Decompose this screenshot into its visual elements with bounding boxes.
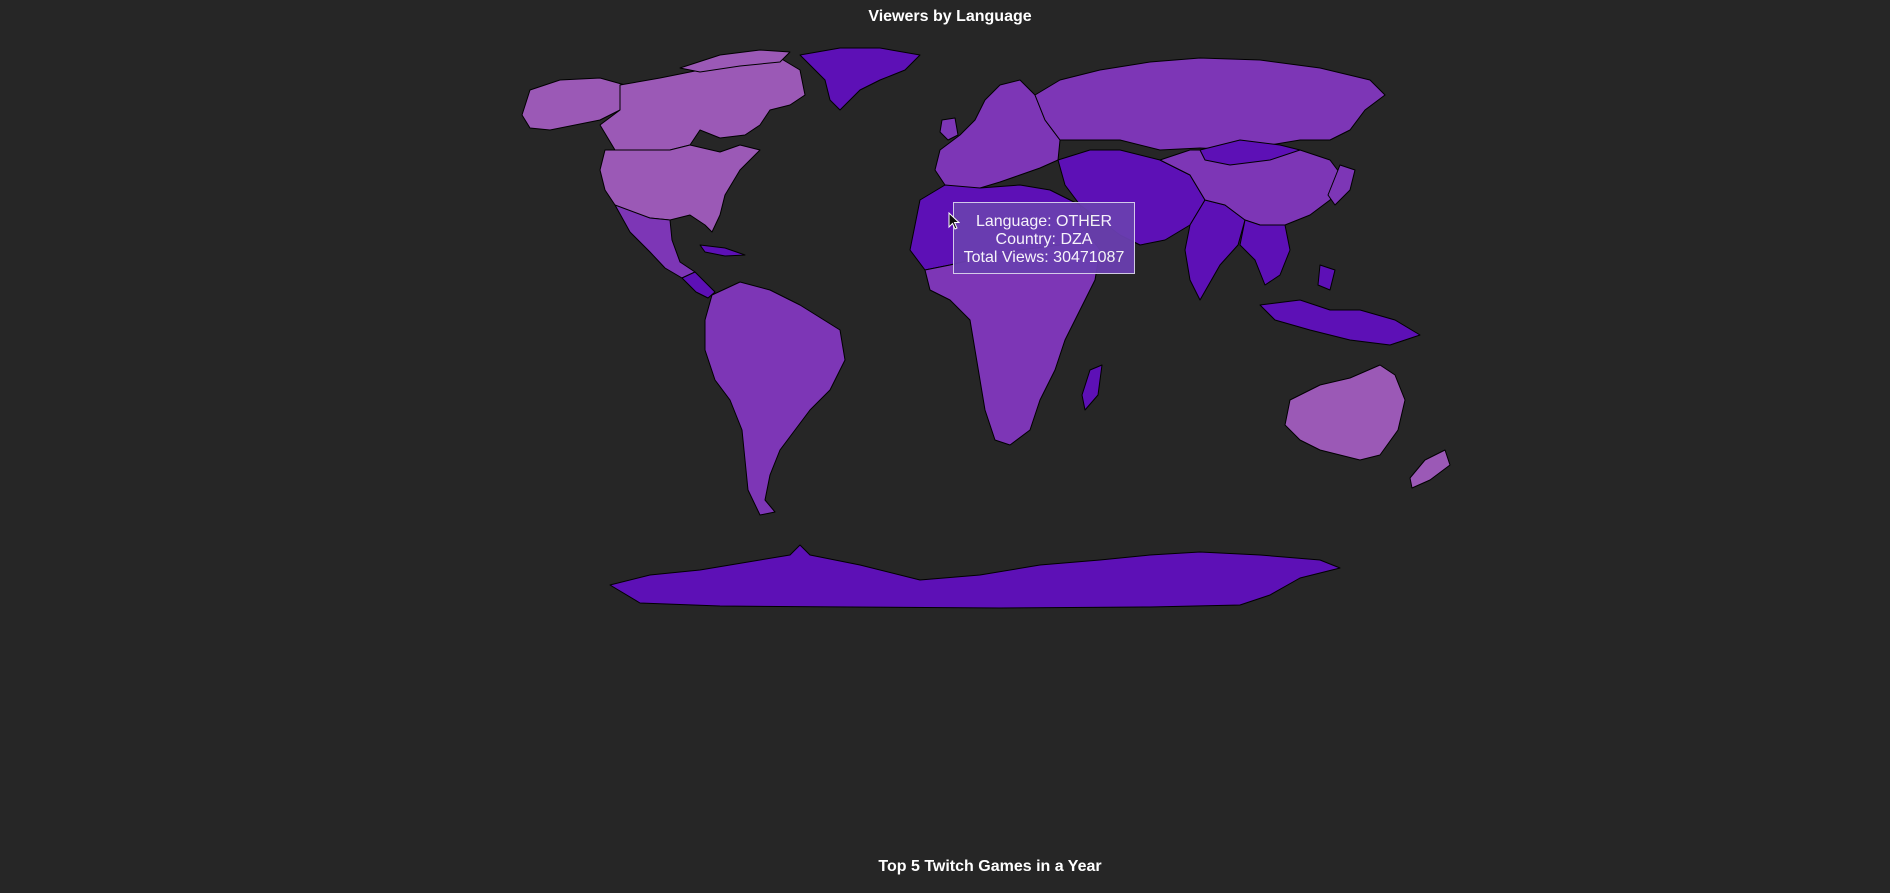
- region-south-america[interactable]: [704, 281, 846, 516]
- region-mongolia[interactable]: [1199, 139, 1301, 166]
- map-title: Viewers by Language: [868, 8, 1032, 25]
- region-indonesia[interactable]: [1259, 299, 1421, 346]
- region-arctic-islands[interactable]: [679, 49, 791, 73]
- region-madagascar[interactable]: [1081, 364, 1103, 411]
- tooltip-views: Total Views: 30471087: [963, 249, 1125, 266]
- tooltip-language: Language: OTHER: [975, 213, 1113, 230]
- map-tooltip: Language: OTHER Country: DZA Total Views…: [953, 202, 1135, 274]
- region-japan[interactable]: [1327, 164, 1356, 206]
- region-southeast-asia[interactable]: [1239, 219, 1291, 286]
- region-russia[interactable]: [1034, 57, 1386, 151]
- region-central-america[interactable]: [681, 271, 716, 299]
- region-caribbean[interactable]: [699, 244, 746, 257]
- region-greenland[interactable]: [799, 47, 921, 111]
- region-uk[interactable]: [939, 117, 959, 141]
- mouse-cursor-icon: [948, 212, 960, 230]
- region-new-zealand[interactable]: [1409, 449, 1451, 489]
- region-philippines[interactable]: [1317, 264, 1336, 291]
- region-alaska[interactable]: [521, 77, 626, 131]
- second-chart-title: Top 5 Twitch Games in a Year: [878, 858, 1102, 875]
- tooltip-country: Country: DZA: [995, 231, 1093, 248]
- region-australia[interactable]: [1284, 364, 1406, 461]
- region-antarctica[interactable]: [609, 544, 1341, 609]
